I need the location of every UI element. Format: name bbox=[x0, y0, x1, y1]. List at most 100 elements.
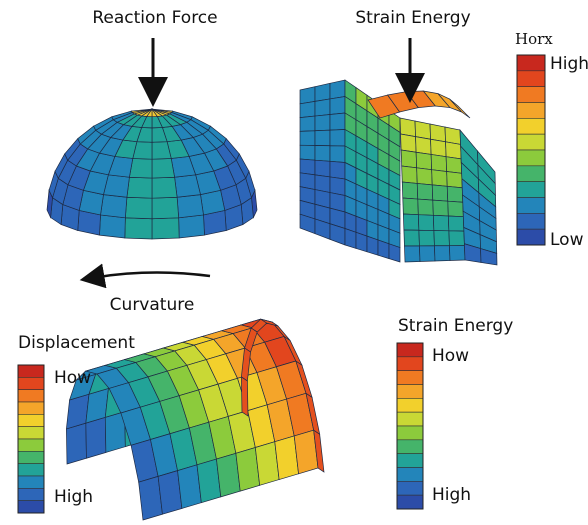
mesh-cell bbox=[403, 198, 419, 215]
colorbar-segment bbox=[517, 87, 545, 103]
mesh-cell bbox=[315, 145, 330, 161]
mesh-cell bbox=[66, 423, 86, 464]
title: Reaction Force bbox=[92, 8, 217, 28]
mesh-cell bbox=[449, 231, 465, 246]
mesh-cell bbox=[300, 159, 315, 175]
mesh-cell bbox=[431, 154, 447, 171]
colorbar-segment bbox=[18, 365, 44, 377]
colorbar-segment bbox=[18, 390, 44, 402]
curvature-arrow bbox=[92, 272, 210, 278]
illustration: Reaction Force Curvature Strain Energy H… bbox=[0, 0, 588, 525]
colorbar-segment bbox=[517, 150, 545, 166]
mesh-cell bbox=[300, 101, 315, 117]
colorbar-segment bbox=[397, 426, 423, 440]
colorbar-segment bbox=[397, 481, 423, 495]
panel bbox=[300, 80, 497, 265]
colorbar-segment bbox=[517, 198, 545, 214]
mesh-cell bbox=[330, 97, 345, 115]
colorbar-segment bbox=[397, 371, 423, 385]
mesh-cell bbox=[330, 161, 345, 179]
mesh-cell bbox=[432, 185, 448, 201]
mesh-cell bbox=[418, 199, 434, 215]
mesh-cell bbox=[448, 201, 464, 217]
mesh-cell bbox=[432, 170, 448, 187]
mesh-cell bbox=[434, 246, 450, 261]
colorbar-segment bbox=[18, 451, 44, 463]
mesh-cell bbox=[100, 215, 126, 238]
mesh-cell bbox=[300, 131, 315, 146]
colorbar-segment bbox=[517, 55, 545, 71]
mesh-cell bbox=[402, 182, 418, 199]
mesh-cell bbox=[330, 130, 345, 147]
mesh-cell bbox=[152, 177, 177, 198]
legend-top: How bbox=[432, 346, 469, 366]
colorbar-segment bbox=[517, 182, 545, 198]
legend-title: Horx bbox=[515, 30, 553, 48]
mesh-cell bbox=[300, 87, 315, 104]
mesh-cell bbox=[125, 197, 152, 218]
legend-bottom: High bbox=[54, 487, 93, 507]
colorbar-segment bbox=[397, 385, 423, 399]
legend-title: Strain Energy bbox=[398, 316, 513, 336]
arch-rim bbox=[241, 377, 248, 416]
mesh-cell bbox=[101, 195, 127, 218]
mesh-cell bbox=[404, 246, 420, 262]
colorbar-segment bbox=[397, 343, 423, 357]
mesh-cell bbox=[416, 152, 432, 169]
mesh-cell bbox=[433, 200, 449, 216]
colorbar-segment bbox=[18, 427, 44, 439]
mesh-cell bbox=[152, 218, 179, 239]
mesh-cell bbox=[449, 246, 465, 261]
mesh-cell bbox=[175, 175, 201, 197]
colorbar-segment bbox=[397, 495, 423, 509]
mesh-cell bbox=[447, 186, 463, 202]
colorbar-segment bbox=[517, 213, 545, 229]
mesh-cell bbox=[300, 145, 315, 160]
mesh-cell bbox=[415, 121, 431, 139]
mesh-cell bbox=[345, 229, 356, 249]
mesh-cell bbox=[330, 113, 345, 130]
colorbar-segment bbox=[18, 377, 44, 389]
mesh-cell bbox=[315, 99, 330, 116]
mesh-cell bbox=[403, 214, 419, 230]
mesh-cell bbox=[177, 195, 203, 218]
colorbar-segment bbox=[18, 476, 44, 488]
caption: Curvature bbox=[110, 295, 195, 315]
colorbar-segment bbox=[397, 357, 423, 371]
mesh-cell bbox=[356, 232, 367, 251]
mesh-cell bbox=[448, 216, 464, 231]
mesh-cell bbox=[152, 197, 179, 218]
colorbar-segment bbox=[517, 166, 545, 182]
mesh-cell bbox=[447, 172, 463, 188]
mesh-cell bbox=[315, 130, 330, 146]
colorbar-segment bbox=[18, 464, 44, 476]
colorbar-segment bbox=[18, 414, 44, 426]
mesh-cell bbox=[86, 417, 106, 458]
mesh-cell bbox=[446, 142, 462, 159]
colorbar-segment bbox=[397, 454, 423, 468]
mesh-cell bbox=[404, 230, 420, 246]
mesh-cell bbox=[315, 83, 330, 101]
colorbar-segment bbox=[397, 398, 423, 412]
legend-bottom: High bbox=[432, 485, 471, 505]
legend-title: Displacement bbox=[18, 333, 135, 353]
legend-top: How bbox=[54, 368, 91, 388]
colorbar-segment bbox=[517, 229, 545, 245]
title: Strain Energy bbox=[355, 8, 470, 28]
mesh-cell bbox=[125, 218, 152, 239]
mesh-cell bbox=[419, 230, 435, 246]
mesh-cell bbox=[416, 137, 432, 155]
colorbar-segment bbox=[517, 118, 545, 134]
colorbar-segment bbox=[397, 412, 423, 426]
colorbar-segment bbox=[18, 402, 44, 414]
legend-high: High bbox=[550, 54, 588, 74]
mesh-cell bbox=[315, 160, 330, 177]
mesh-cell bbox=[431, 139, 447, 156]
mesh-cell bbox=[401, 150, 417, 168]
dome bbox=[47, 109, 257, 239]
mesh-cell bbox=[179, 215, 205, 238]
colorbar-segment bbox=[397, 468, 423, 482]
mesh-cell bbox=[152, 158, 175, 178]
mesh-cell bbox=[417, 168, 433, 185]
mesh-cell bbox=[300, 116, 315, 131]
